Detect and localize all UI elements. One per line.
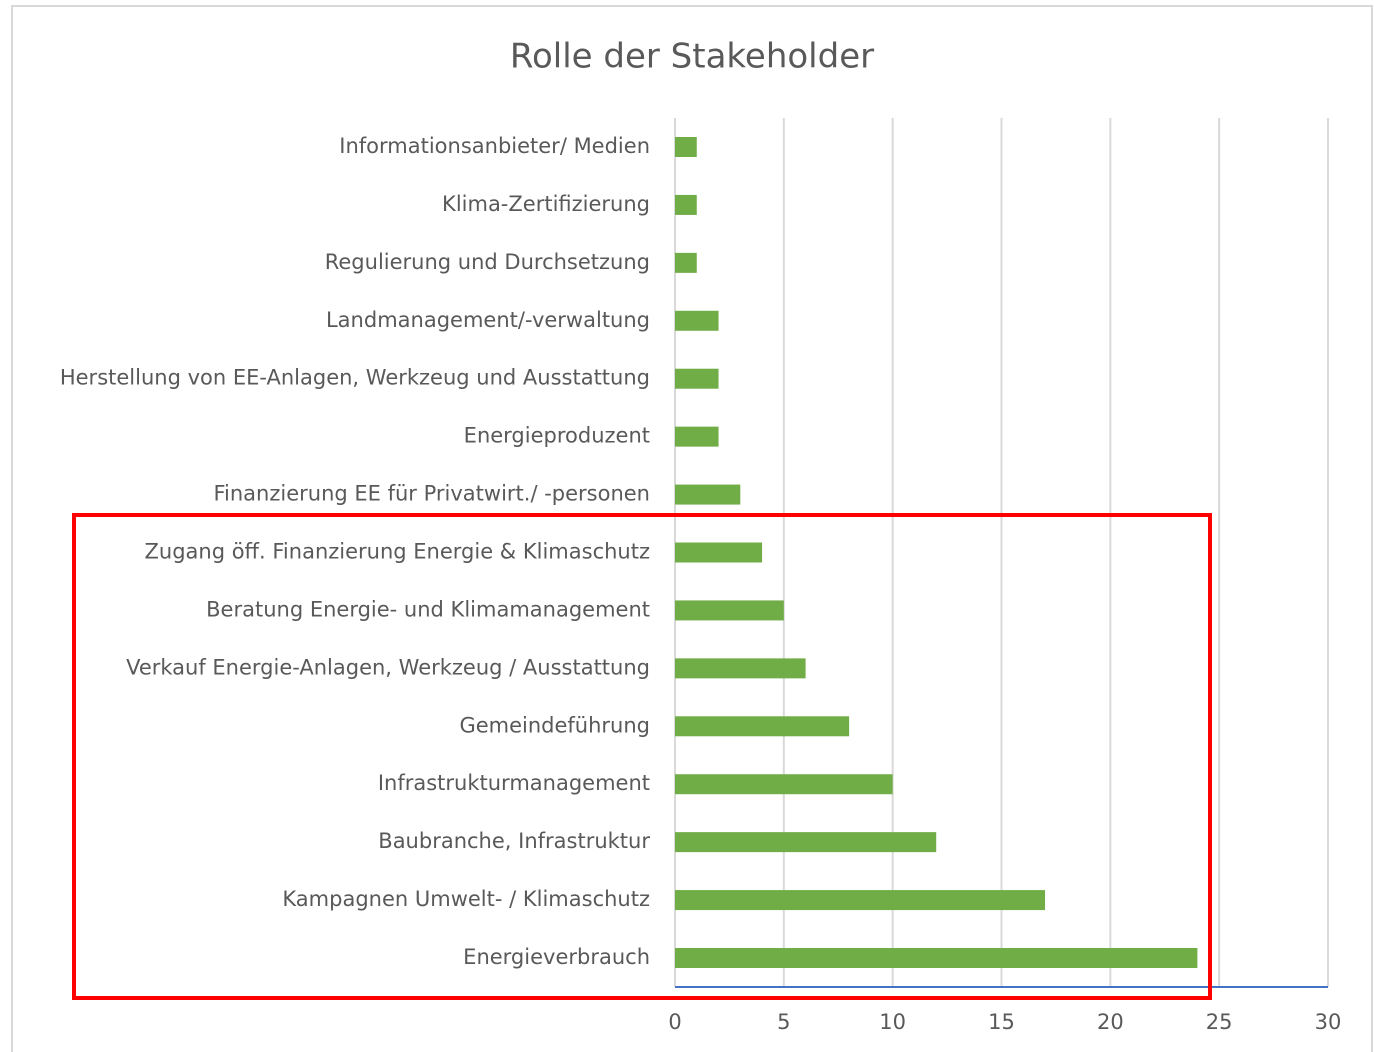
x-tick-label: 15: [988, 1010, 1015, 1034]
x-tick-label: 30: [1315, 1010, 1342, 1034]
bar: [675, 658, 806, 679]
y-tick-label: Kampagnen Umwelt- / Klimaschutz: [282, 887, 650, 911]
y-tick-label: Beratung Energie- und Klimamanagement: [206, 597, 650, 621]
y-tick-label: Energieproduzent: [464, 424, 650, 448]
bar: [675, 600, 784, 621]
x-tick-label: 0: [668, 1010, 681, 1034]
bar: [675, 252, 697, 273]
plot: 0 5 10 15 20 25 30 Informationsanbieter/ Medien…: [60, 118, 1342, 1034]
y-tick-label: Regulierung und Durchsetzung: [325, 250, 650, 274]
y-tick-label: Landmanagement/-verwaltung: [326, 308, 650, 332]
y-tick-label: Energieverbrauch: [463, 945, 650, 969]
x-tick-label: 20: [1097, 1010, 1124, 1034]
x-tick-label: 5: [777, 1010, 790, 1034]
bar: [675, 368, 719, 389]
bar: [675, 310, 719, 331]
bar: [675, 890, 1046, 911]
y-tick-label: Gemeindeführung: [459, 713, 650, 737]
y-tick-label: Baubranche, Infrastruktur: [378, 829, 650, 853]
bar: [675, 194, 697, 215]
y-tick-label: Herstellung von EE-Anlagen, Werkzeug und…: [60, 366, 650, 390]
bar: [675, 484, 741, 505]
y-tick-label: Infrastrukturmanagement: [378, 771, 650, 795]
bar: [675, 948, 1198, 968]
y-tick-label: Verkauf Energie-Anlagen, Werkzeug / Auss…: [126, 655, 650, 679]
bar: [675, 716, 850, 737]
bar: [675, 137, 697, 157]
x-tick-label: 10: [879, 1010, 906, 1034]
bar: [675, 832, 937, 853]
y-tick-label: Finanzierung EE für Privatwirt./ -person…: [213, 482, 650, 506]
y-tick-label: Klima-Zertifizierung: [442, 192, 650, 216]
chart-title: Rolle der Stakeholder: [510, 37, 874, 77]
x-tick-label: 25: [1206, 1010, 1233, 1034]
y-tick-label: Zugang öff. Finanzierung Energie & Klima…: [145, 540, 651, 564]
bar: [675, 426, 719, 447]
highlight-box: [72, 513, 1212, 1000]
y-tick-label: Informationsanbieter/ Medien: [339, 134, 650, 158]
bar: [675, 774, 893, 795]
bar: [675, 542, 763, 563]
chart-frame: [11, 5, 1373, 1052]
